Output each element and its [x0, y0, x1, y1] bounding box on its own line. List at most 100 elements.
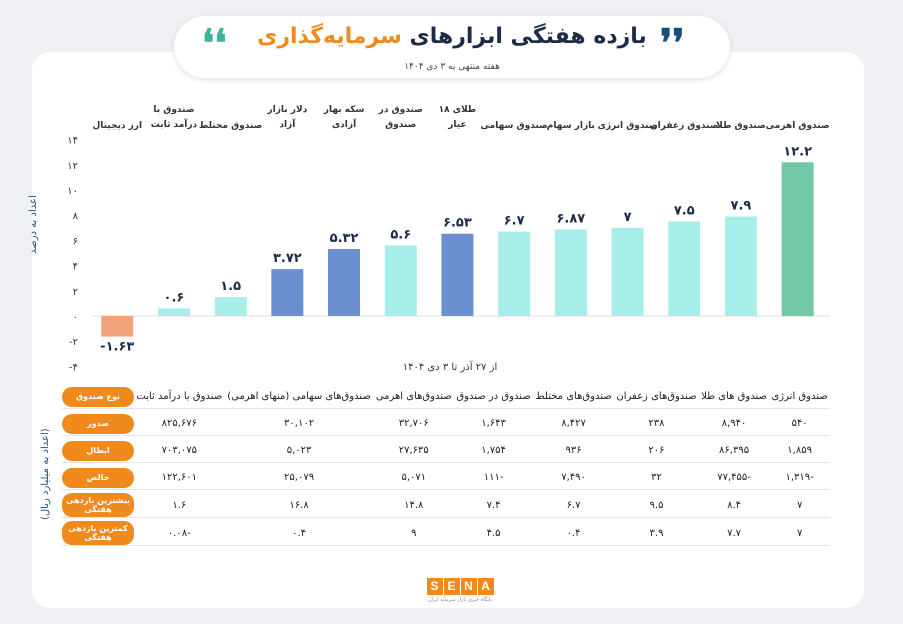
table-cell: ۱۶.۸ — [224, 493, 374, 518]
category-label-line: صندوق — [385, 120, 416, 130]
bar — [328, 248, 361, 316]
table-cell: ۱۲۲,۶۰۱ — [134, 466, 225, 490]
bar-value-label: ۶.۸۷ — [556, 211, 585, 226]
bar-value-label: ۰.۶ — [164, 290, 185, 305]
table-cell: ۳۲,۷۰۶ — [373, 412, 455, 436]
bar — [214, 297, 247, 316]
table-cell: ۸,۴۲۷ — [533, 412, 615, 436]
category-label: صندوق مختلط — [199, 121, 262, 131]
table-cell: ۱۴.۸ — [373, 493, 455, 518]
table-cell: ۳.۹ — [614, 521, 699, 546]
row-badge: کمترین بازدهی هفتگی — [62, 521, 134, 545]
period-note: از ۲۷ آذر تا ۳ دی ۱۴۰۴ — [402, 362, 498, 373]
row-header: بیشترین بازدهی هفتگی — [62, 493, 134, 518]
bar-value-label: ۷.۹ — [731, 198, 752, 213]
category-label-line: صندوق مختلط — [199, 121, 262, 131]
table-cell: ۰.۴ — [533, 521, 615, 546]
table-cell: ۷,۴۹۰ — [533, 466, 615, 490]
fund-flow-table: صندوق انرژی صندوق های طلا صندوق‌های زعفران… — [62, 382, 830, 549]
table-cell: ۱.۶ — [134, 493, 225, 518]
column-header: صندوق در صندوق — [454, 385, 534, 409]
category-label-line: آزاد — [279, 118, 296, 130]
table-cell: ۳۲ — [614, 466, 699, 490]
category-label-line: صندوق با — [153, 105, 194, 115]
bar-value-label: ۷.۵ — [674, 204, 695, 219]
bar — [384, 245, 417, 316]
category-label: دلار بازار آزاد — [266, 105, 307, 130]
row-header: ابطال — [62, 439, 134, 463]
bar — [157, 308, 190, 316]
column-header: صندوق های طلا — [698, 385, 770, 409]
bar — [781, 162, 814, 316]
column-header: صندوق‌های زعفران — [614, 385, 699, 409]
title-banner: بازده هفتگی ابزارهای سرمایه‌گذاری هفته م… — [174, 16, 730, 78]
y-tick-label: ۱۴ — [67, 136, 78, 147]
bar-value-label: ۶.۷ — [504, 214, 525, 229]
bar — [611, 227, 644, 316]
title-part2: سرمایه‌گذاری — [257, 24, 402, 49]
column-header: صندوق‌های سهامی (منهای اهرمی) — [224, 385, 374, 409]
bar — [724, 216, 757, 316]
category-label-line: صندوق زعفران — [650, 121, 719, 131]
bar-value-label: ۳.۷۲ — [273, 251, 302, 266]
bar — [554, 229, 587, 316]
table-cell: ۱,۷۵۴ — [454, 439, 534, 463]
row-badge: خالص — [62, 467, 134, 488]
table-cell: ۹ — [373, 521, 455, 546]
logo-letter: A — [477, 578, 494, 595]
table-cell: ۹.۵ — [614, 493, 699, 518]
category-label-line: دلار بازار — [266, 105, 307, 115]
category-label: بازار سهام — [547, 121, 595, 131]
table-cell: ۱,۸۵۹ — [769, 439, 830, 463]
table-cell: ۲۷,۶۳۵ — [373, 439, 455, 463]
logo-letter: N — [460, 578, 477, 595]
category-label: سکه بهار آزادی — [323, 105, 365, 130]
row-badge: صدور — [62, 413, 134, 434]
bar-value-label: ۱.۵ — [220, 279, 241, 294]
category-label: صندوق سهامی — [481, 121, 548, 131]
bar-value-label: -۱.۶۳ — [100, 340, 134, 355]
quote-left-icon: ❛❛ — [202, 20, 227, 65]
category-label-line: صندوق طلا — [716, 121, 766, 131]
category-label-line: صندوق اهرمی — [766, 121, 830, 131]
column-header: صندوق‌های مختلط — [533, 385, 615, 409]
category-label: صندوق طلا — [716, 121, 766, 131]
category-label-line: طلای ۱۸ — [439, 105, 477, 115]
table-row: ۵۴۰ ۸,۹۴۰ ۲۳۸ ۸,۴۲۷ ۱,۶۴۳ ۳۲,۷۰۶ ۳۰,۱۰۲ ۸۲۵,۶۷۶… — [62, 412, 830, 436]
logo-tagline: پایگاه خبری بازار سرمایه ایران — [428, 597, 492, 603]
category-label: صندوق اهرمی — [766, 121, 830, 131]
y-axis-label: اعداد به درصد — [28, 195, 39, 254]
table-unit-label: (اعداد به میلیارد ریال) — [40, 428, 51, 520]
bar — [101, 316, 134, 337]
bar-value-label: ۶.۵۳ — [443, 216, 472, 231]
bar — [271, 269, 304, 316]
table-cell: -۰.۰۸ — [134, 521, 225, 546]
table-cell: -۱,۳۱۹ — [769, 466, 830, 490]
table-cell: ۷ — [769, 521, 830, 546]
y-tick-label: -۴ — [69, 362, 78, 373]
row-badge: بیشترین بازدهی هفتگی — [62, 493, 134, 517]
logo-letter: S — [426, 578, 443, 595]
table-cell: ۲۵,۰۷۹ — [224, 466, 374, 490]
category-label: صندوق با درآمد ثابت — [151, 105, 198, 130]
table-cell: ۱,۶۴۳ — [454, 412, 534, 436]
table-cell: ۸,۹۴۰ — [698, 412, 770, 436]
y-tick-label: ۲ — [73, 287, 78, 298]
category-label: صندوق در صندوق — [378, 105, 423, 130]
category-label-line: صندوق در — [378, 105, 423, 115]
page-subtitle: هفته منتهی به ۳ دی ۱۴۰۴ — [404, 62, 500, 72]
category-label-line: آزادی — [332, 118, 357, 130]
bar — [668, 221, 701, 316]
table-header-row: صندوق انرژی صندوق های طلا صندوق‌های زعفران… — [62, 385, 830, 409]
y-tick-label: -۲ — [69, 337, 78, 348]
table-cell: ۴.۵ — [454, 521, 534, 546]
y-tick-label: ۸ — [73, 211, 79, 222]
y-tick-label: ۶ — [73, 236, 78, 247]
logo-letter: E — [443, 578, 460, 595]
table-cell: -۷۷,۴۵۵ — [698, 466, 770, 490]
table-cell: ۷۰۳,۰۷۵ — [134, 439, 225, 463]
table-cell: ۶.۷ — [533, 493, 615, 518]
table-cell: ۵,۰۷۱ — [373, 466, 455, 490]
table-cell: ۵۴۰ — [769, 412, 830, 436]
